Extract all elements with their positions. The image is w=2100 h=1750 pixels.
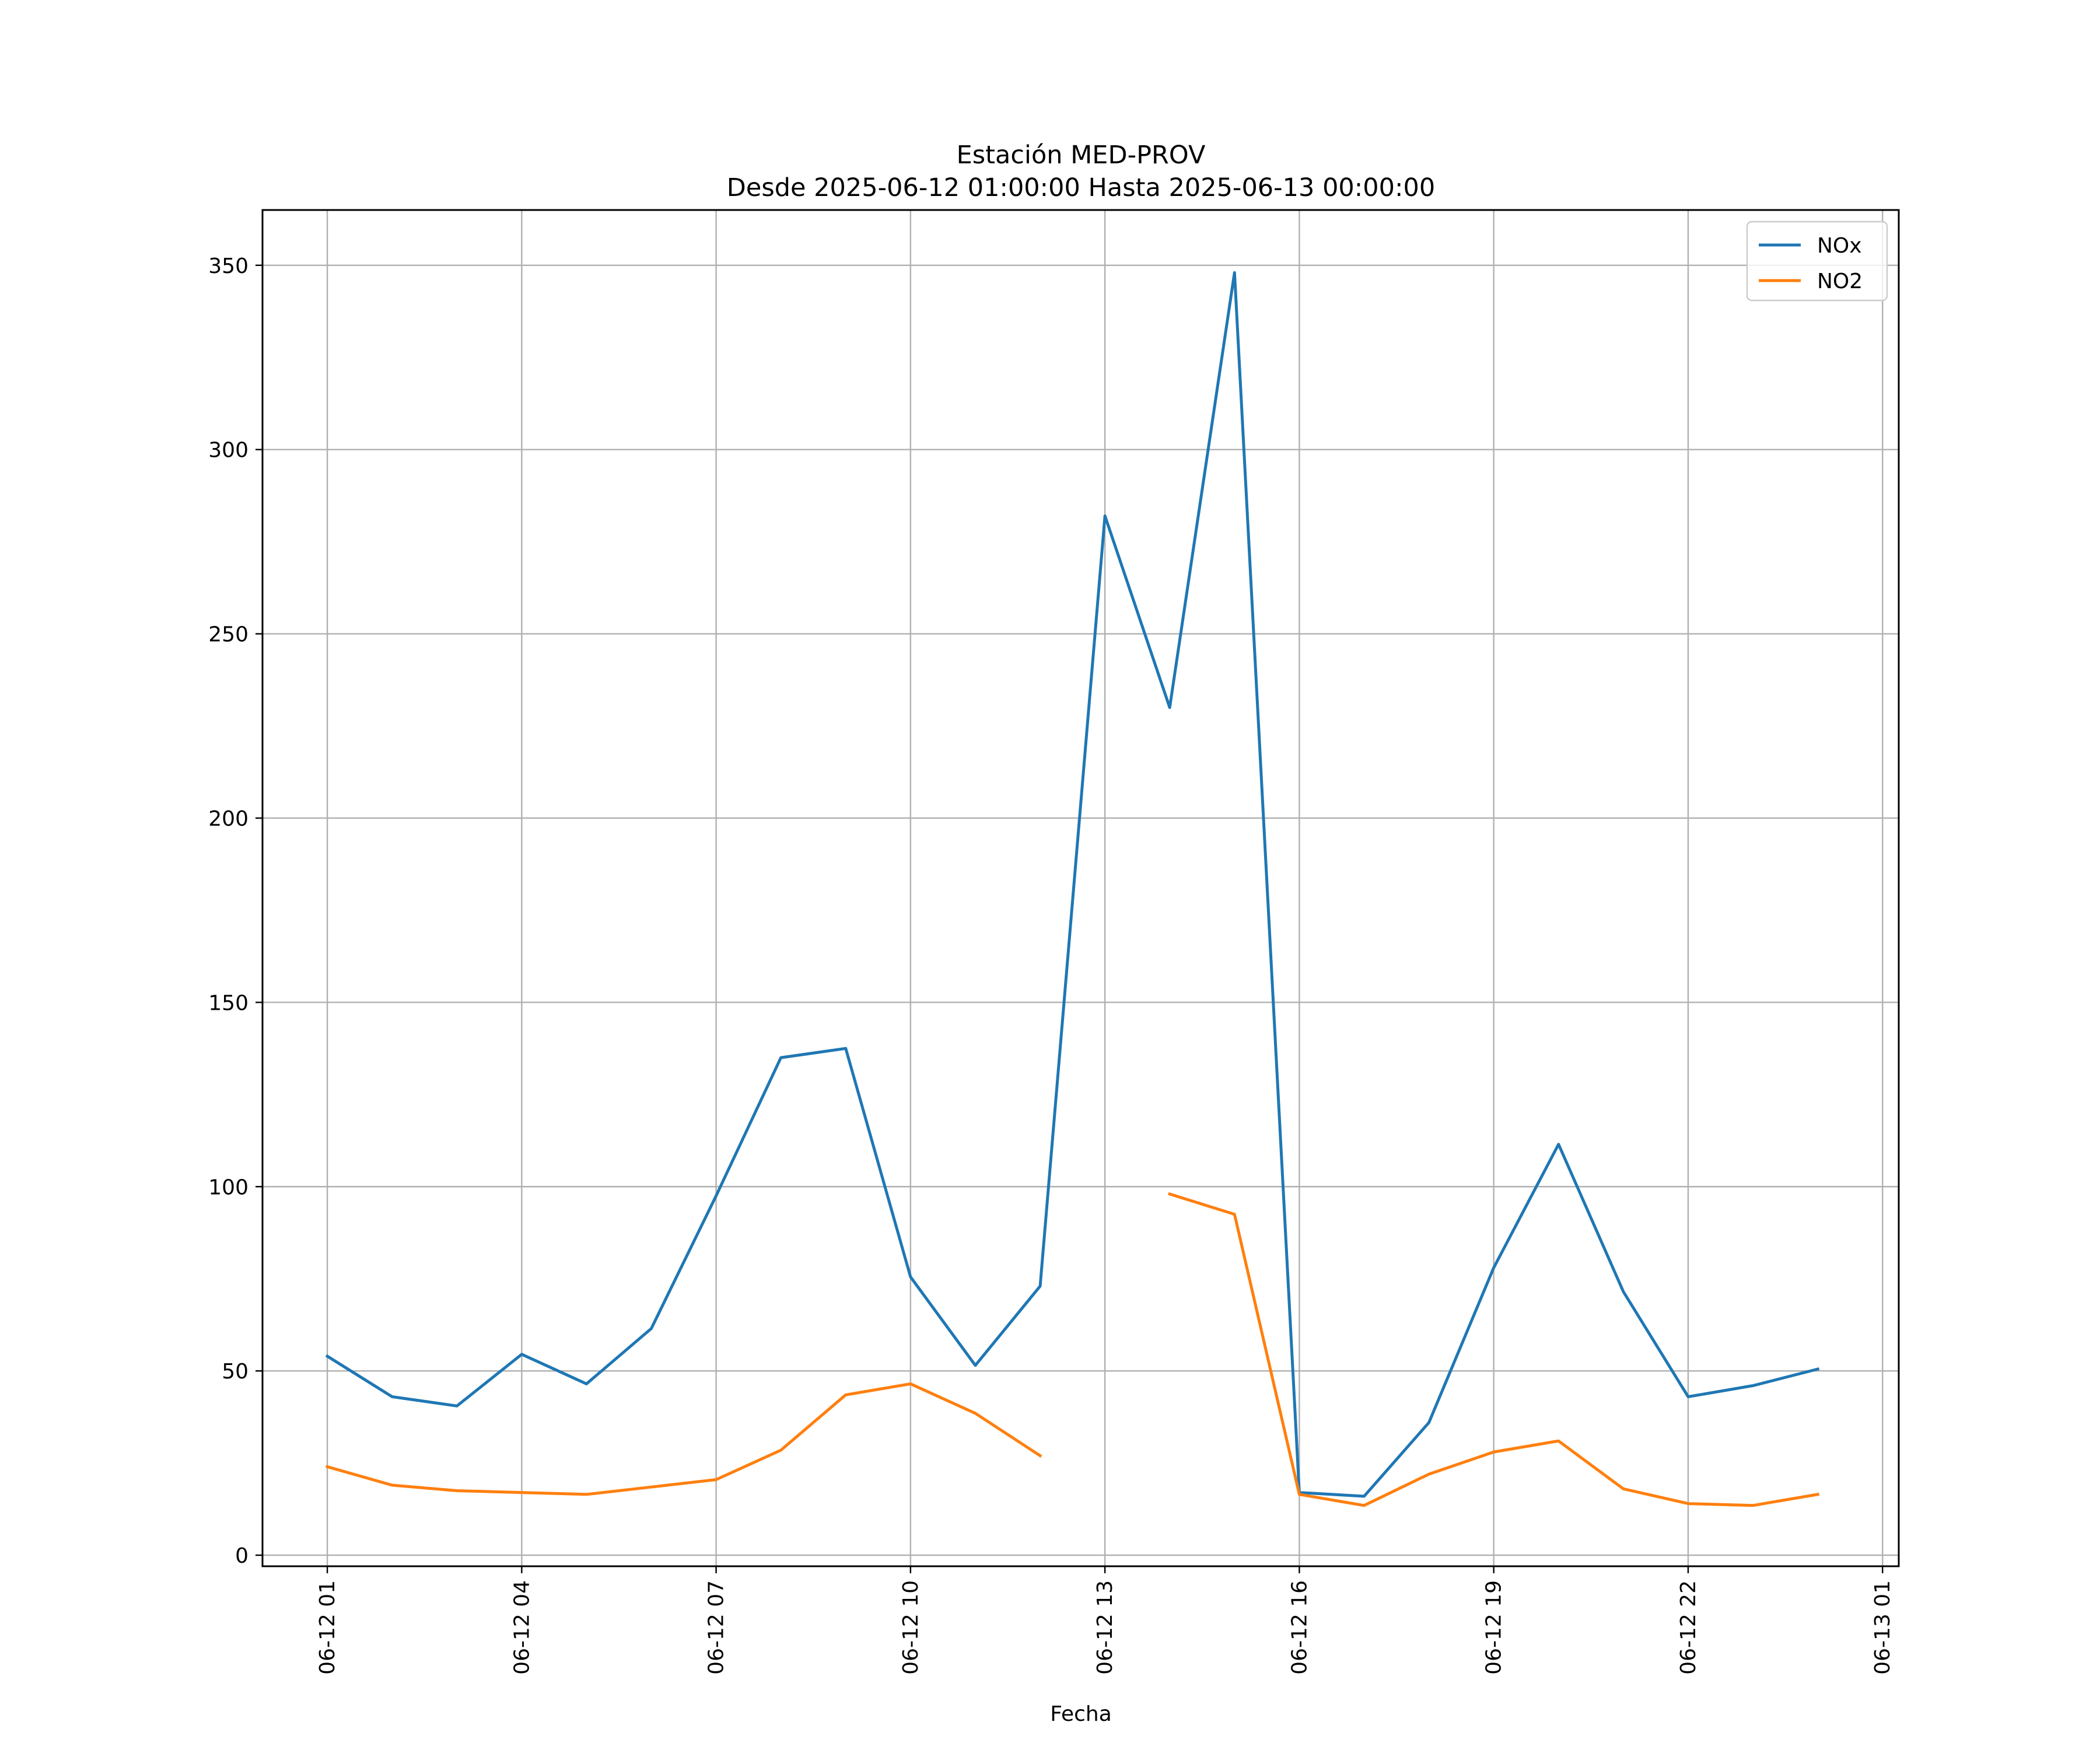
series-line-nox: [325, 271, 1820, 1498]
x-axis-label: Fecha: [1050, 1702, 1112, 1726]
x-tick-label: 06-12 13: [1093, 1580, 1117, 1675]
x-tick-label: 06-12 04: [510, 1580, 534, 1675]
legend-label-nox: NOx: [1817, 234, 1862, 258]
x-tick-label: 06-12 01: [316, 1580, 340, 1675]
y-tick-label: 0: [235, 1544, 249, 1568]
legend: NOx NO2: [1746, 220, 1888, 302]
y-tick-label: 300: [208, 439, 249, 463]
y-axis: 0 50 100 150 200 250 300 350: [208, 254, 262, 1568]
x-tick-label: 06-12 16: [1287, 1580, 1311, 1675]
chart-subtitle: Desde 2025-06-12 01:00:00 Hasta 2025-06-…: [727, 173, 1435, 202]
legend-label-no2: NO2: [1817, 270, 1863, 293]
x-tick-label: 06-12 19: [1482, 1580, 1506, 1675]
series-line-no2: [326, 1382, 1042, 1496]
y-tick-label: 100: [208, 1175, 249, 1199]
x-tick-label: 06-12 07: [705, 1580, 729, 1675]
y-tick-label: 50: [222, 1360, 249, 1384]
x-axis: 06-12 01 06-12 04 06-12 07 06-12 10 06-12 13…: [316, 1566, 1895, 1675]
x-tick-label: 06-12 22: [1676, 1580, 1700, 1675]
y-tick-label: 250: [208, 623, 249, 647]
plot-frame: [261, 209, 1900, 1567]
x-tick-label: 06-13 01: [1871, 1580, 1895, 1675]
chart-title: Estación MED-PROV: [957, 141, 1206, 170]
y-tick-label: 200: [208, 807, 249, 831]
series-line-no2: [1168, 1192, 1819, 1507]
y-tick-label: 150: [208, 991, 249, 1015]
series-layer: [325, 271, 1820, 1507]
x-tick-label: 06-12 10: [899, 1580, 923, 1675]
y-tick-label: 350: [208, 254, 249, 278]
